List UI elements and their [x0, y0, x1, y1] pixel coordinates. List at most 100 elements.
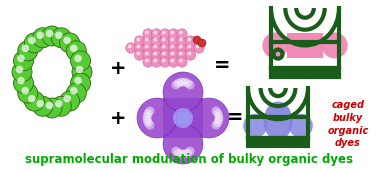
Circle shape: [72, 62, 92, 82]
Circle shape: [179, 31, 183, 34]
Circle shape: [177, 149, 186, 158]
Circle shape: [24, 33, 44, 53]
Ellipse shape: [263, 102, 293, 141]
Circle shape: [183, 148, 192, 157]
Circle shape: [22, 44, 29, 52]
Text: +: +: [110, 58, 126, 77]
Circle shape: [160, 43, 170, 53]
Circle shape: [162, 38, 166, 41]
Text: caged
bulky
organic
dyes: caged bulky organic dyes: [327, 100, 369, 148]
Circle shape: [168, 36, 179, 46]
Circle shape: [168, 50, 179, 60]
Circle shape: [185, 43, 196, 53]
Circle shape: [126, 43, 136, 53]
Circle shape: [173, 108, 193, 128]
Circle shape: [170, 31, 174, 34]
Circle shape: [186, 80, 195, 89]
Circle shape: [177, 57, 187, 67]
Circle shape: [162, 52, 166, 55]
Text: supramolecular modulation of bulky organic dyes: supramolecular modulation of bulky organ…: [25, 153, 353, 166]
Circle shape: [177, 36, 187, 46]
Circle shape: [51, 28, 71, 48]
Text: =: =: [227, 109, 243, 128]
Circle shape: [162, 59, 166, 62]
Circle shape: [183, 79, 192, 88]
Circle shape: [46, 30, 53, 37]
Circle shape: [22, 87, 29, 94]
Circle shape: [153, 31, 157, 34]
Circle shape: [179, 38, 183, 41]
Circle shape: [143, 43, 153, 53]
Circle shape: [60, 33, 80, 53]
Circle shape: [143, 115, 152, 124]
Circle shape: [177, 78, 186, 87]
Circle shape: [33, 28, 53, 48]
Circle shape: [186, 147, 195, 156]
Circle shape: [74, 77, 82, 84]
Bar: [271, 68, 339, 77]
Circle shape: [162, 31, 166, 34]
Circle shape: [194, 43, 204, 53]
Circle shape: [144, 118, 153, 127]
Circle shape: [177, 43, 187, 53]
Circle shape: [163, 124, 203, 164]
Circle shape: [16, 66, 23, 73]
Circle shape: [170, 52, 174, 55]
Circle shape: [55, 31, 63, 39]
Circle shape: [170, 59, 174, 62]
Circle shape: [137, 98, 177, 138]
Circle shape: [64, 95, 71, 102]
Circle shape: [146, 106, 155, 115]
Bar: [287, 33, 323, 58]
Circle shape: [151, 29, 162, 39]
Circle shape: [66, 41, 86, 61]
Circle shape: [185, 36, 196, 46]
Circle shape: [145, 59, 149, 62]
Circle shape: [143, 112, 152, 121]
Circle shape: [64, 37, 71, 44]
Circle shape: [163, 72, 203, 112]
Circle shape: [187, 45, 191, 48]
Circle shape: [55, 100, 63, 108]
Circle shape: [179, 52, 183, 55]
Circle shape: [66, 83, 86, 103]
Circle shape: [151, 36, 162, 46]
Circle shape: [170, 38, 174, 41]
Circle shape: [212, 106, 221, 115]
Circle shape: [153, 38, 157, 41]
Circle shape: [28, 37, 36, 44]
Circle shape: [33, 96, 53, 116]
Circle shape: [36, 100, 44, 108]
Circle shape: [17, 55, 25, 62]
Circle shape: [289, 114, 313, 138]
Circle shape: [180, 78, 189, 87]
Circle shape: [143, 50, 153, 60]
Circle shape: [214, 118, 222, 127]
Circle shape: [143, 29, 153, 39]
Circle shape: [168, 57, 179, 67]
Circle shape: [214, 109, 222, 118]
Circle shape: [70, 87, 77, 94]
Circle shape: [12, 62, 32, 82]
Circle shape: [128, 45, 132, 48]
Circle shape: [162, 45, 166, 48]
Circle shape: [212, 121, 221, 130]
Circle shape: [153, 45, 157, 48]
Circle shape: [46, 102, 53, 109]
Circle shape: [143, 57, 153, 67]
Circle shape: [187, 38, 191, 41]
Circle shape: [168, 29, 179, 39]
Circle shape: [145, 38, 149, 41]
Circle shape: [51, 96, 71, 116]
Circle shape: [70, 44, 77, 52]
Circle shape: [160, 29, 170, 39]
Circle shape: [214, 112, 223, 121]
Circle shape: [179, 45, 183, 48]
Circle shape: [151, 50, 162, 60]
Circle shape: [193, 36, 201, 44]
Bar: [163, 98, 203, 138]
Circle shape: [146, 121, 155, 130]
Circle shape: [145, 52, 149, 55]
Circle shape: [74, 55, 82, 62]
Circle shape: [153, 59, 157, 62]
